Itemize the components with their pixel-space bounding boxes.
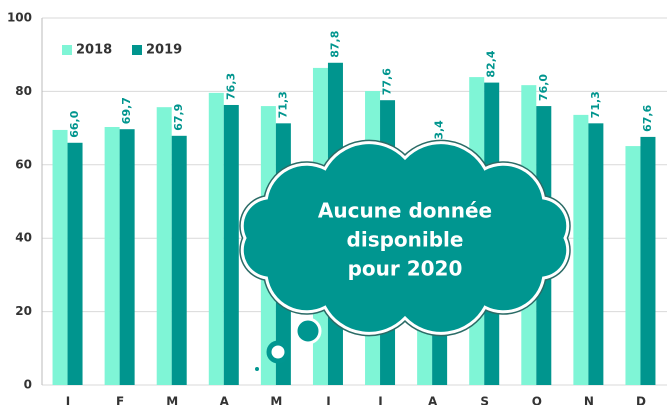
- bar: [104, 126, 120, 386]
- y-tick-label: 60: [15, 157, 32, 171]
- x-tick-label: J: [325, 395, 330, 405]
- x-tick-label: A: [220, 395, 230, 405]
- bar: [573, 114, 589, 385]
- bar: [588, 123, 604, 385]
- x-tick-label: M: [166, 395, 178, 405]
- x-tick-label: S: [480, 395, 489, 405]
- y-tick-label: 80: [15, 84, 32, 98]
- x-tick-label: N: [584, 395, 594, 405]
- y-tick-label: 40: [15, 231, 32, 245]
- bar: [52, 129, 68, 385]
- annotation: pour 2020: [348, 257, 463, 281]
- annotation: disponible: [347, 228, 464, 252]
- value-label: 71,3: [589, 91, 602, 118]
- legend-swatch: [62, 45, 72, 55]
- bar: [223, 104, 239, 385]
- thought-bubble: [266, 340, 290, 364]
- value-label: 87,8: [328, 31, 341, 58]
- x-tick-label: F: [116, 395, 124, 405]
- bar: [119, 129, 135, 385]
- cloud: [240, 141, 570, 335]
- value-label: 76,0: [537, 74, 550, 101]
- thought-bubble: [294, 317, 322, 345]
- value-label: 69,7: [120, 97, 133, 124]
- bar: [156, 107, 172, 385]
- legend-label: 2018: [76, 43, 112, 58]
- legend-swatch: [132, 45, 142, 55]
- x-tick-label: J: [377, 395, 382, 405]
- value-label: 77,6: [381, 68, 394, 95]
- value-label: 71,3: [276, 91, 289, 118]
- y-tick-label: 100: [7, 11, 32, 25]
- bar: [171, 135, 187, 385]
- thought-bubble: [255, 367, 259, 371]
- bar: [640, 136, 656, 385]
- x-tick-label: A: [428, 395, 438, 405]
- bar: [67, 142, 83, 385]
- annotation: Aucune donnée: [318, 199, 492, 223]
- x-tick-label: O: [532, 395, 542, 405]
- y-tick-label: 20: [15, 304, 32, 318]
- x-tick-label: J: [65, 395, 70, 405]
- bar: [208, 92, 224, 386]
- x-tick-label: D: [636, 395, 646, 405]
- value-label: 67,9: [172, 104, 185, 131]
- value-label: 66,0: [68, 110, 81, 137]
- legend-label: 2019: [146, 43, 182, 58]
- y-tick-label: 0: [24, 378, 32, 392]
- bar: [625, 146, 641, 385]
- value-label: 67,6: [641, 104, 654, 131]
- value-label: 76,3: [224, 73, 237, 100]
- x-tick-label: M: [270, 395, 282, 405]
- value-label: 82,4: [485, 50, 498, 77]
